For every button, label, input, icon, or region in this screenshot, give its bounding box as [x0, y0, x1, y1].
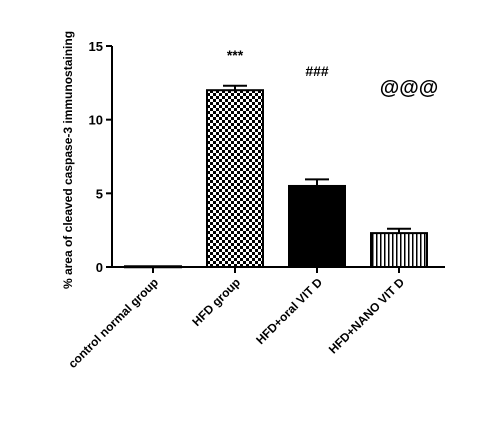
y-tick-label: 0 — [96, 260, 103, 275]
error-bar — [305, 178, 329, 186]
annotation: *** — [227, 47, 244, 63]
y-tick-label: 10 — [89, 113, 103, 128]
annotation: ### — [305, 63, 329, 79]
x-tick-label: control normal group — [65, 275, 161, 371]
bar — [370, 232, 428, 268]
x-tick-label: HFD group — [189, 275, 243, 329]
y-tick-label: 5 — [96, 186, 103, 201]
error-bar — [223, 84, 247, 91]
bar — [288, 184, 346, 268]
y-axis-label: % area of cleaved caspase-3 immunostaini… — [61, 31, 75, 289]
x-tick-label: HFD+oral VIT D — [253, 275, 325, 347]
y-tick-label: 15 — [89, 39, 103, 54]
bar — [124, 265, 182, 269]
error-bar — [387, 227, 411, 234]
x-tick-label: HFD+NANO VIT D — [326, 275, 408, 357]
bar — [206, 89, 264, 268]
annotation: @@@ — [380, 77, 439, 99]
